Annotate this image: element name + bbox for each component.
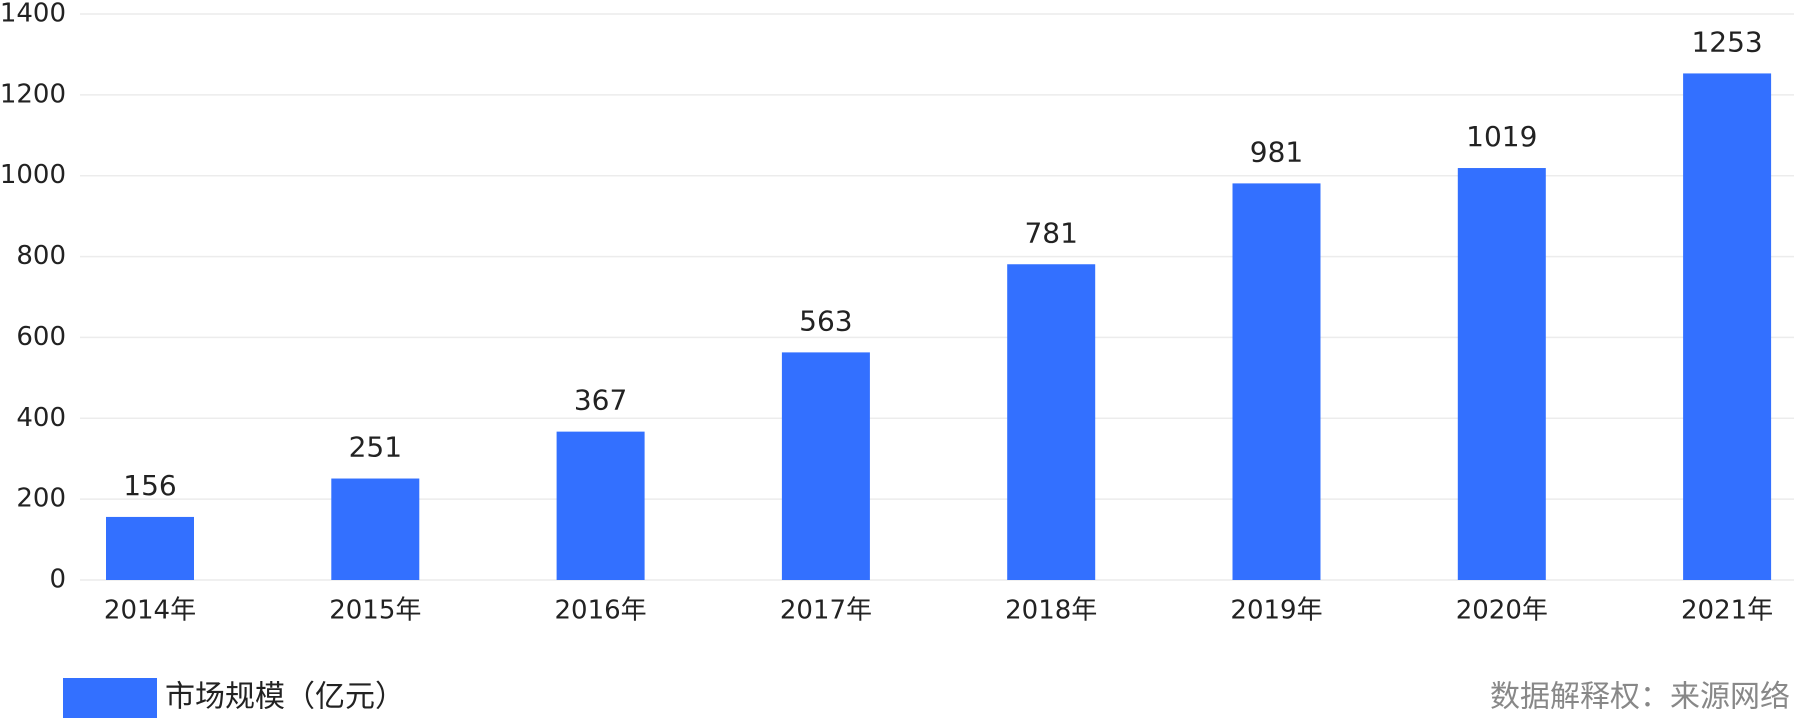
- value-label: 781: [1024, 216, 1077, 249]
- x-tick-label: 2016年: [555, 596, 647, 626]
- x-tick-label: 2021年: [1681, 596, 1773, 626]
- bar: [331, 478, 420, 580]
- bar: [106, 516, 194, 580]
- y-tick-label: 200: [16, 484, 66, 514]
- source-note: 数据解释权：来源网络: [1490, 680, 1790, 715]
- value-label: 251: [349, 431, 402, 464]
- x-tick-label: 2015年: [329, 596, 421, 626]
- bar: [1683, 73, 1772, 581]
- y-tick-label: 400: [16, 403, 66, 433]
- value-label: 367: [574, 384, 627, 417]
- y-tick-label: 1400: [0, 0, 66, 29]
- legend-swatch: [63, 678, 157, 718]
- y-tick-label: 1000: [0, 160, 66, 190]
- value-label: 1253: [1691, 25, 1762, 58]
- y-tick-label: 600: [16, 322, 66, 352]
- legend-label: 市场规模（亿元）: [165, 680, 405, 715]
- value-label: 1019: [1466, 120, 1537, 153]
- x-tick-label: 2018年: [1005, 596, 1097, 626]
- value-label: 156: [123, 469, 176, 502]
- y-tick-label: 800: [16, 241, 66, 271]
- y-tick-label: 0: [49, 565, 66, 595]
- value-label: 563: [799, 304, 852, 337]
- bar: [1232, 183, 1321, 580]
- x-tick-label: 2014年: [104, 596, 196, 626]
- x-tick-label: 2017年: [780, 596, 872, 626]
- x-tick-label: 2020年: [1456, 596, 1548, 626]
- bar: [781, 352, 870, 580]
- x-tick-label: 2019年: [1230, 596, 1322, 626]
- y-tick-label: 1200: [0, 79, 66, 109]
- bar: [556, 431, 645, 580]
- bar: [1457, 168, 1546, 581]
- bar: [1007, 264, 1096, 580]
- value-label: 981: [1250, 135, 1303, 168]
